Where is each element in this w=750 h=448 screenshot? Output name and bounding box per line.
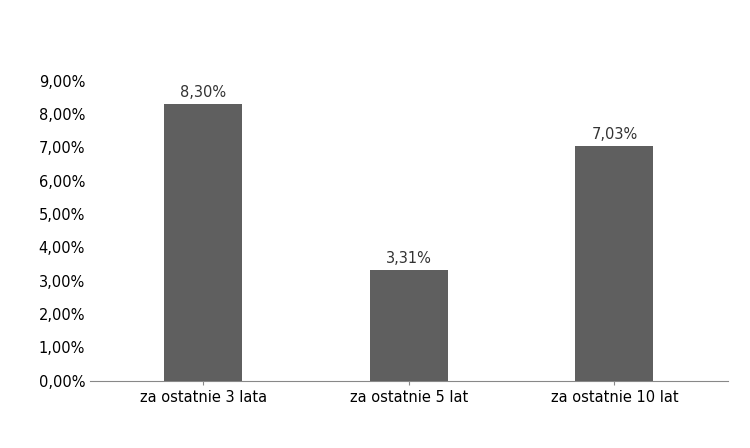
Text: 8,30%: 8,30% xyxy=(180,85,226,100)
Text: 3,31%: 3,31% xyxy=(386,251,432,267)
Text: 7,03%: 7,03% xyxy=(591,127,638,142)
Bar xyxy=(164,104,242,381)
Bar xyxy=(575,146,653,381)
Bar xyxy=(370,271,448,381)
